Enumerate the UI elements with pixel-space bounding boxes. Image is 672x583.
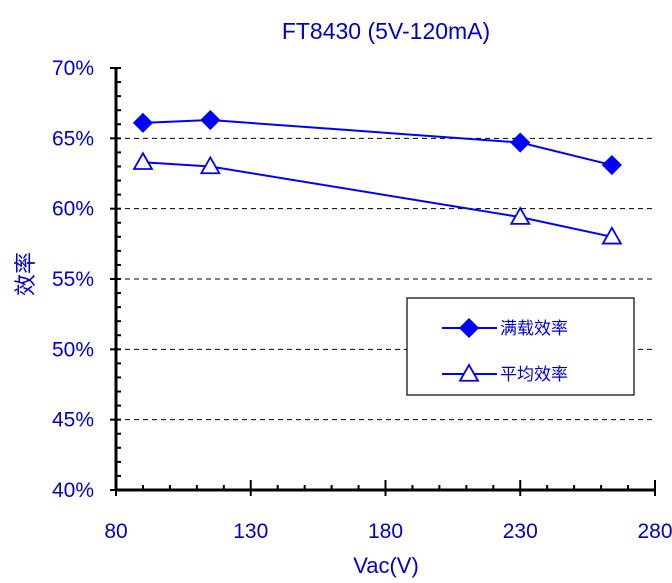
x-tick-label: 80 <box>104 520 127 543</box>
series-1 <box>132 109 622 176</box>
x-axis-label: Vac(V) <box>353 553 419 578</box>
y-tick-label: 55% <box>52 268 94 291</box>
series-1-point <box>510 132 531 153</box>
series-2-point <box>601 225 623 245</box>
y-tick-label: 65% <box>52 127 94 150</box>
series-2 <box>132 151 623 245</box>
series-2-point <box>509 206 531 225</box>
legend-label: 平均效率 <box>500 365 568 385</box>
series-1-point <box>601 154 622 176</box>
legend-label: 满载效率 <box>500 319 568 339</box>
legend-box <box>406 297 635 396</box>
y-tick-label: 45% <box>52 409 94 432</box>
x-tick-label: 230 <box>503 520 538 543</box>
series-2-line <box>142 161 613 238</box>
x-tick-label: 280 <box>637 520 672 543</box>
y-tick-label: 70% <box>52 57 94 80</box>
y-tick-label: 60% <box>52 198 94 221</box>
legend-marker <box>458 317 480 339</box>
chart-title: FT8430 (5V-120mA) <box>282 18 490 44</box>
y-axis-label: 效率 <box>13 252 38 296</box>
x-tick-label: 180 <box>368 520 403 543</box>
legend-marker <box>458 363 480 382</box>
x-tick-label: 130 <box>233 520 268 543</box>
series-2-point <box>132 151 154 170</box>
plot-area: 40% 45% 50% 55% 60% 65% 70% 80 130 180 230 280 满载效率平… <box>52 57 672 543</box>
series-1-line <box>142 119 613 167</box>
series-2-point <box>199 155 221 175</box>
y-tick-label: 50% <box>52 338 94 361</box>
series-1-point <box>132 112 154 133</box>
legend-item: 满载效率 <box>442 317 568 339</box>
y-tick-label: 40% <box>52 479 94 502</box>
series-1-point <box>200 109 221 131</box>
legend-item: 平均效率 <box>442 363 568 385</box>
